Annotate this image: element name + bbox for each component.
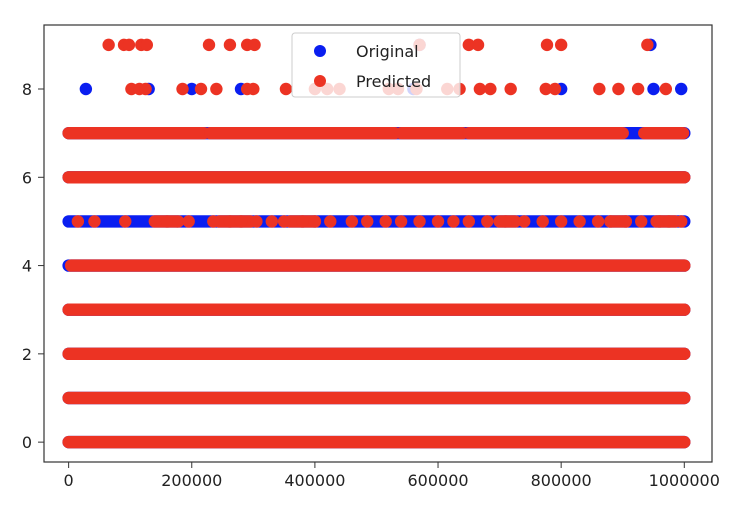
data-point (194, 82, 208, 96)
data-point (345, 215, 359, 228)
data-point (471, 38, 485, 52)
data-point (548, 82, 562, 96)
data-point (210, 82, 223, 96)
data-point (631, 82, 645, 96)
data-point (499, 215, 512, 228)
chart-marks (62, 38, 691, 449)
legend-label-original: Original (356, 42, 419, 61)
data-point (612, 82, 625, 96)
data-point (71, 215, 85, 228)
data-point (122, 38, 136, 52)
data-point (518, 215, 531, 228)
data-point (140, 38, 154, 52)
data-point (176, 82, 189, 96)
data-point (223, 215, 237, 228)
data-point (554, 215, 568, 228)
data-point (431, 215, 445, 228)
data-point (539, 82, 552, 96)
x-tick-label: 0 (64, 471, 74, 490)
data-point (79, 82, 93, 96)
data-point (185, 82, 198, 96)
legend: Original Predicted (291, 32, 461, 98)
data-point (324, 215, 337, 228)
data-point (279, 82, 293, 96)
axes-frame (43, 24, 713, 463)
data-point (675, 82, 688, 96)
data-point (653, 215, 666, 228)
data-point (248, 38, 261, 52)
y-axis: 0 2 4 6 8 (22, 80, 44, 452)
data-point (481, 215, 494, 228)
data-point (641, 38, 654, 52)
data-point (634, 215, 648, 228)
x-tick-label: 600000 (407, 471, 468, 490)
data-point (593, 82, 606, 96)
data-point (462, 38, 476, 52)
series-original (62, 38, 691, 449)
legend-box (291, 32, 461, 98)
y-tick-label: 8 (22, 80, 32, 99)
data-point (88, 215, 101, 228)
series-predicted (62, 38, 691, 449)
data-point (139, 82, 152, 96)
x-tick-label: 800000 (531, 471, 592, 490)
y-tick-label: 0 (22, 433, 32, 452)
data-point (234, 215, 248, 228)
data-point (102, 38, 115, 52)
data-point (296, 215, 309, 228)
data-point (604, 215, 617, 228)
data-point (647, 82, 660, 96)
y-tick-label: 6 (22, 168, 32, 187)
data-point (462, 215, 476, 228)
data-point (662, 215, 676, 228)
data-point (361, 215, 374, 228)
data-point (554, 38, 568, 52)
y-tick-label: 4 (22, 257, 32, 276)
data-point (659, 82, 673, 96)
legend-marker-predicted (314, 75, 326, 87)
data-point (379, 215, 392, 228)
data-point (308, 215, 322, 228)
x-tick-label: 200000 (161, 471, 222, 490)
data-point (675, 215, 688, 228)
x-axis: 0 200000 400000 600000 800000 1000000 (64, 462, 720, 490)
data-point (277, 215, 291, 228)
x-tick-label: 400000 (284, 471, 345, 490)
data-point (540, 38, 554, 52)
data-point (202, 38, 216, 52)
data-point (247, 82, 260, 96)
y-tick-label: 2 (22, 345, 32, 364)
x-tick-label: 1000000 (649, 471, 720, 490)
data-point (160, 215, 174, 228)
data-point (504, 82, 517, 96)
data-point (207, 215, 220, 228)
data-point (265, 215, 278, 228)
data-point (473, 82, 487, 96)
data-point (591, 215, 605, 228)
data-point (223, 38, 237, 52)
data-point (172, 215, 185, 228)
data-point (484, 82, 497, 96)
legend-marker-original (314, 45, 326, 57)
data-point (250, 215, 263, 228)
data-point (619, 215, 633, 228)
data-point (394, 215, 408, 228)
data-point (573, 215, 586, 228)
data-point (413, 215, 426, 228)
data-point (536, 215, 549, 228)
legend-label-predicted: Predicted (356, 72, 431, 91)
data-point (119, 215, 132, 228)
data-point (182, 215, 195, 228)
data-point (447, 215, 460, 228)
